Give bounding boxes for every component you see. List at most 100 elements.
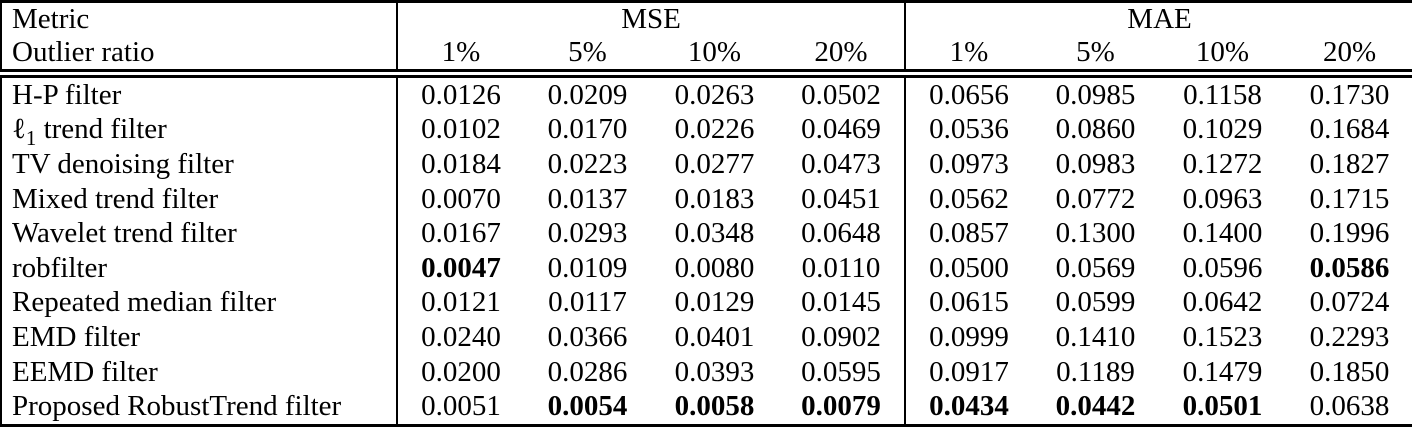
mae-value: 0.0500 — [904, 250, 1033, 286]
mse-value: 0.0209 — [547, 78, 628, 111]
row-label: EMD filter — [12, 320, 141, 353]
mae-value: 0.1684 — [1309, 113, 1390, 146]
table-row: Repeated median filter 0.0121 0.0117 0.0129… — [1, 285, 1412, 321]
mae-value: 0.0596 — [1182, 251, 1263, 284]
mse-value: 0.0183 — [674, 182, 755, 215]
mae-ratio-header: 10% — [1159, 36, 1287, 78]
mae-value: 0.0501 — [1182, 390, 1263, 423]
mse-ratio-header: 20% — [778, 36, 906, 78]
mae-value: 0.0656 — [904, 73, 1033, 113]
mse-value: 0.0263 — [674, 78, 755, 111]
mse-ratio-header: 10% — [651, 36, 778, 78]
mae-value: 0.0860 — [1055, 113, 1136, 146]
mae-ratio-header: 1% — [904, 36, 1033, 78]
mae-value: 0.0586 — [1309, 251, 1390, 284]
mse-value: 0.0167 — [396, 216, 524, 251]
mse-value: 0.0293 — [547, 217, 628, 250]
row-label: EEMD filter — [12, 355, 158, 388]
mse-value: 0.0070 — [396, 181, 524, 217]
mse-ratio-header: 5% — [524, 36, 651, 78]
mae-value: 0.0569 — [1055, 251, 1136, 284]
mse-value: 0.0451 — [801, 182, 881, 215]
mae-value: 0.1479 — [1182, 355, 1263, 388]
mae-value: 0.0434 — [904, 389, 1033, 426]
mse-value: 0.0401 — [674, 320, 755, 353]
mse-value: 0.0469 — [801, 113, 881, 146]
row-label: Proposed RobustTrend filter — [12, 390, 342, 423]
mae-value: 0.1410 — [1055, 320, 1136, 353]
row-label: ℓ1 trend filter — [12, 113, 167, 148]
mae-value: 0.0724 — [1309, 286, 1390, 319]
mae-value: 0.0642 — [1182, 286, 1263, 319]
mse-value: 0.0648 — [801, 217, 881, 250]
mse-value: 0.0473 — [801, 147, 881, 180]
mae-ratio-header: 5% — [1032, 36, 1160, 78]
table-row: ℓ1 trend filter 0.0102 0.0170 0.0226 0.0469 0… — [1, 112, 1412, 148]
mae-value: 0.0999 — [904, 320, 1033, 355]
header-row-ratios: Outlier ratio 1% 5% 10% 20% 1% 5% 10% 20… — [1, 36, 1412, 78]
mae-value: 0.0857 — [904, 216, 1033, 251]
outlier-ratio-header-cell: Outlier ratio — [1, 36, 397, 78]
table-row: Proposed RobustTrend filter 0.0051 0.0054 0… — [1, 389, 1412, 426]
mse-group-header: MSE — [395, 1, 906, 36]
mse-value: 0.0051 — [396, 389, 524, 426]
mse-value: 0.0080 — [674, 251, 755, 284]
mae-ratio-header: 20% — [1286, 36, 1412, 78]
row-label: Mixed trend filter — [12, 182, 219, 215]
mae-value: 0.1300 — [1055, 217, 1136, 250]
mse-value: 0.0393 — [674, 355, 755, 388]
mae-value: 0.0562 — [904, 181, 1033, 217]
mse-value: 0.0366 — [547, 320, 628, 353]
mse-value: 0.0170 — [547, 113, 628, 146]
mae-value: 0.2293 — [1309, 320, 1390, 353]
mse-value: 0.0047 — [396, 250, 524, 286]
mae-value: 0.0917 — [904, 354, 1033, 390]
mae-value: 0.1189 — [1056, 355, 1135, 388]
mae-value: 0.0973 — [904, 147, 1033, 182]
mae-value: 0.1996 — [1309, 217, 1390, 250]
mse-value: 0.0121 — [396, 285, 524, 321]
mse-value: 0.0184 — [396, 147, 524, 182]
table-row: Wavelet trend filter 0.0167 0.0293 0.0348 0.… — [1, 216, 1412, 251]
mae-value: 0.0772 — [1055, 182, 1136, 215]
mse-value: 0.0223 — [547, 147, 628, 180]
mse-value: 0.0200 — [396, 354, 524, 390]
mse-value: 0.0054 — [547, 390, 628, 423]
mae-group-header: MAE — [904, 1, 1412, 36]
mae-value: 0.1850 — [1309, 355, 1390, 388]
mae-value: 0.0985 — [1055, 78, 1136, 111]
mae-value: 0.0536 — [904, 112, 1033, 148]
row-label: TV denoising filter — [12, 147, 234, 180]
mse-value: 0.0502 — [801, 78, 881, 111]
mse-value: 0.0277 — [674, 147, 755, 180]
mse-value: 0.0137 — [547, 182, 628, 215]
mse-value: 0.0079 — [801, 390, 881, 423]
mse-value: 0.0902 — [801, 320, 881, 353]
mse-value: 0.0348 — [674, 217, 755, 250]
mae-value: 0.1158 — [1183, 78, 1262, 111]
mse-value: 0.0110 — [801, 251, 881, 284]
mse-value: 0.0226 — [674, 113, 755, 146]
mse-value: 0.0058 — [674, 390, 755, 423]
table-row: Mixed trend filter 0.0070 0.0137 0.0183 0.04… — [1, 181, 1412, 217]
mse-value: 0.0109 — [547, 251, 628, 284]
table-row: H-P filter 0.0126 0.0209 0.0263 0.0502 0.0656… — [1, 73, 1412, 113]
mae-value: 0.0599 — [1055, 286, 1136, 319]
mae-value: 0.0983 — [1055, 147, 1136, 180]
mae-value: 0.1730 — [1309, 78, 1390, 111]
header-row-metric: Metric MSE MAE — [1, 1, 1412, 36]
mse-value: 0.0102 — [396, 112, 524, 148]
mse-value: 0.0240 — [396, 320, 524, 355]
mse-ratio-header: 1% — [396, 36, 524, 78]
mse-value: 0.0286 — [547, 355, 628, 388]
row-label: Repeated median filter — [12, 286, 277, 319]
row-label: robfilter — [12, 251, 108, 284]
mae-value: 0.0638 — [1309, 390, 1390, 423]
row-label: H-P filter — [12, 78, 122, 111]
mae-value: 0.1029 — [1182, 113, 1263, 146]
table-row: EEMD filter 0.0200 0.0286 0.0393 0.0595 0.091… — [1, 354, 1412, 390]
mae-value: 0.1715 — [1309, 182, 1390, 215]
mae-value: 0.1400 — [1182, 217, 1263, 250]
mse-value: 0.0145 — [801, 286, 881, 319]
